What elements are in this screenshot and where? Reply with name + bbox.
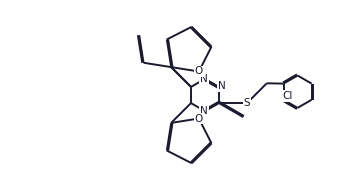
- Text: O: O: [195, 113, 203, 123]
- Text: O: O: [195, 66, 203, 76]
- Text: N: N: [200, 106, 208, 116]
- Text: Cl: Cl: [283, 91, 293, 101]
- Text: S: S: [244, 98, 250, 108]
- Text: N: N: [200, 74, 208, 84]
- Text: N: N: [218, 81, 226, 91]
